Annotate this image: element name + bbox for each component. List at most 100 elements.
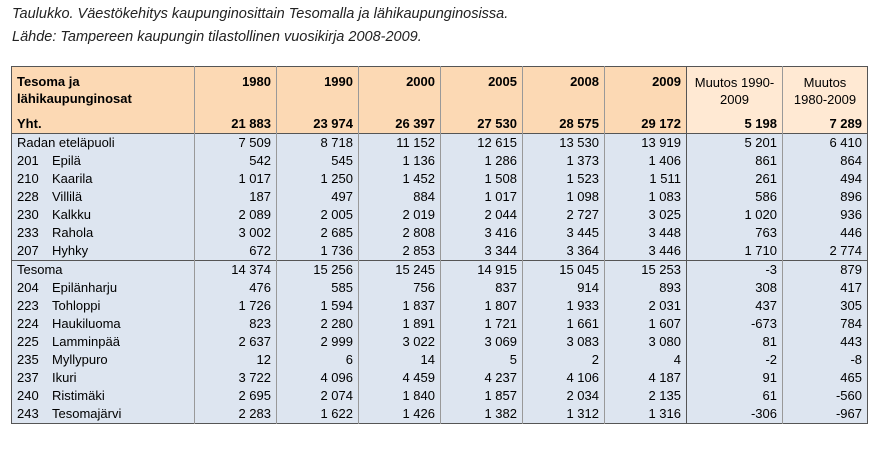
table-cell: 1 373 <box>522 151 605 170</box>
table-group: Tesoma 14 374 15 256 15 245 14 915 15 04… <box>11 259 868 423</box>
table-cell: 2 999 <box>276 332 359 351</box>
district-name: Kaarila <box>52 170 93 186</box>
table-cell: 1 710 <box>686 241 783 260</box>
district-cell: 223 Tohloppi <box>11 296 195 315</box>
district-name: Epilä <box>52 152 81 168</box>
table-cell: 476 <box>194 278 277 297</box>
table-cell: 14 374 <box>194 259 277 279</box>
table-cell: 1 098 <box>522 187 605 206</box>
table-cell: 3 446 <box>604 241 687 260</box>
table-cell: 1 891 <box>358 314 441 333</box>
table-cell: 2 283 <box>194 404 277 423</box>
table-cell: 1 426 <box>358 404 441 423</box>
table-cell: 4 237 <box>440 368 523 387</box>
table-cell: 837 <box>440 278 523 297</box>
table-cell: 1 452 <box>358 169 441 188</box>
year-column-header: 2009 <box>604 66 687 115</box>
table-cell: 2 019 <box>358 205 441 224</box>
table-cell: 2 637 <box>194 332 277 351</box>
table-cell: 7 289 <box>782 114 868 133</box>
table-cell: 1 136 <box>358 151 441 170</box>
table-cell: -3 <box>686 259 783 279</box>
table-cell: 1 316 <box>604 404 687 423</box>
table-cell: 5 198 <box>686 114 783 133</box>
table-cell: -2 <box>686 350 783 369</box>
district-name: Villilä <box>52 188 83 204</box>
year-column-header: 2008 <box>522 66 605 115</box>
district-cell: 201 Epilä <box>11 151 195 170</box>
group-name: Tesoma <box>11 259 195 279</box>
table-cell: 308 <box>686 278 783 297</box>
table-cell: 784 <box>782 314 868 333</box>
group-row: Radan eteläpuoli 7 509 8 718 11 152 12 6… <box>11 132 868 152</box>
table-cell: 4 096 <box>276 368 359 387</box>
table-cell: 1 736 <box>276 241 359 260</box>
table-cell: 417 <box>782 278 868 297</box>
district-cell: 228 Villilä <box>11 187 195 206</box>
district-code: 228 <box>17 188 39 204</box>
year-column-header: 2005 <box>440 66 523 115</box>
district-cell: 210 Kaarila <box>11 169 195 188</box>
district-code: 204 <box>17 279 39 295</box>
table-cell: 28 575 <box>522 114 605 133</box>
table-cell: 884 <box>358 187 441 206</box>
table-cell: 3 448 <box>604 223 687 242</box>
table-cell: 585 <box>276 278 359 297</box>
table-cell: 2 005 <box>276 205 359 224</box>
table-row: 224 Haukiluoma 823 2 280 1 891 1 721 1 661 1 60… <box>11 314 868 333</box>
table-cell: 5 <box>440 350 523 369</box>
table-cell: 1 250 <box>276 169 359 188</box>
table-cell: 2 044 <box>440 205 523 224</box>
table-cell: 2 280 <box>276 314 359 333</box>
district-cell: 225 Lamminpää <box>11 332 195 351</box>
table-cell: 437 <box>686 296 783 315</box>
change-column-header: Muutos 1990-2009 <box>686 66 783 115</box>
table-cell: 1 933 <box>522 296 605 315</box>
table-cell: 494 <box>782 169 868 188</box>
year-column-header: 1980 <box>194 66 277 115</box>
table-cell: 879 <box>782 259 868 279</box>
district-code: 237 <box>17 369 39 385</box>
table-cell: 61 <box>686 386 783 405</box>
table-cell: 7 509 <box>194 132 277 152</box>
table-cell: 2 034 <box>522 386 605 405</box>
district-cell: 237 Ikuri <box>11 368 195 387</box>
table-source: Lähde: Tampereen kaupungin tilastollinen… <box>12 29 422 45</box>
district-name: Ristimäki <box>52 387 105 403</box>
district-code: 233 <box>17 224 39 240</box>
district-name: Epilänharju <box>52 279 118 295</box>
year-column-header: 2000 <box>358 66 441 115</box>
district-name: Hyhky <box>52 242 89 258</box>
table-cell: 305 <box>782 296 868 315</box>
table-cell: 2 727 <box>522 205 605 224</box>
table-row: 225 Lamminpää 2 637 2 999 3 022 3 069 3 083 3 0… <box>11 332 868 351</box>
district-name: Kalkku <box>52 206 92 222</box>
district-code: 207 <box>17 242 39 258</box>
table-cell: 2 <box>522 350 605 369</box>
table-cell: 3 022 <box>358 332 441 351</box>
table-cell: 1 406 <box>604 151 687 170</box>
district-cell: 224 Haukiluoma <box>11 314 195 333</box>
table-cell: 3 416 <box>440 223 523 242</box>
table-cell: 1 508 <box>440 169 523 188</box>
table-cell: 936 <box>782 205 868 224</box>
table-cell: 14 <box>358 350 441 369</box>
table-cell: 23 974 <box>276 114 359 133</box>
table-cell: 497 <box>276 187 359 206</box>
table-cell: 2 031 <box>604 296 687 315</box>
table-cell: 187 <box>194 187 277 206</box>
table-cell: 896 <box>782 187 868 206</box>
table-cell: 2 853 <box>358 241 441 260</box>
table-row: 243 Tesomajärvi 2 283 1 622 1 426 1 382 1 312 1… <box>11 404 868 423</box>
table-cell: 15 245 <box>358 259 441 279</box>
table-cell: 3 002 <box>194 223 277 242</box>
table-cell: 6 <box>276 350 359 369</box>
table-cell: 13 919 <box>604 132 687 152</box>
table-row: 235 Myllypuro 12 6 14 5 2 4 -2 -8 <box>11 350 868 369</box>
table-cell: 2 074 <box>276 386 359 405</box>
district-cell: 207 Hyhky <box>11 241 195 260</box>
table-cell: 586 <box>686 187 783 206</box>
table-cell: 4 459 <box>358 368 441 387</box>
table-cell: 4 <box>604 350 687 369</box>
table-cell: 2 135 <box>604 386 687 405</box>
